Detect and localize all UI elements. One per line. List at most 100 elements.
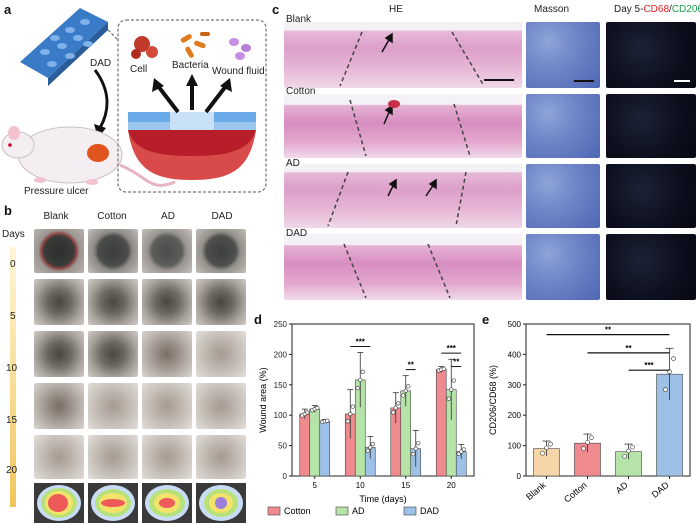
cell-label: Cell (130, 64, 148, 75)
panel-a: DAD Pressure ulcer Cell Bacteria Wound f… (0, 0, 270, 200)
legend-swatch (403, 506, 417, 516)
bacteria-icon (180, 32, 210, 58)
y-tick-label: 0 (283, 472, 288, 481)
row-label-cotton: Cotton (286, 86, 316, 97)
day-label-20: 20 (6, 465, 18, 476)
data-point (403, 388, 408, 393)
tissue-spot (388, 100, 400, 108)
bar-cotton (435, 369, 447, 477)
data-point (441, 366, 446, 371)
x-tick-label: DAD (650, 480, 671, 500)
y-axis-label: Wound area (%) (258, 367, 268, 432)
fluorescence-image-ad (606, 164, 696, 228)
mouse-icon (1, 126, 176, 187)
day-label-10: 10 (6, 363, 18, 374)
x-tick-label: AD (614, 480, 630, 496)
data-point (305, 410, 310, 415)
data-point (358, 377, 363, 383)
row-label-ad: AD (286, 158, 300, 169)
bar-dad (319, 420, 331, 477)
data-point (325, 418, 330, 423)
plot-frame (525, 323, 691, 477)
photo-dad-d20 (196, 435, 246, 479)
scale-bar-masson (574, 80, 594, 82)
dad-label: DAD (90, 58, 112, 69)
legend-label: Cotton (284, 506, 311, 516)
x-tick-label: 10 (356, 481, 365, 490)
data-point (449, 387, 454, 392)
photo-dad-d5 (196, 279, 246, 325)
col-slash: / (669, 4, 672, 15)
arrow-down-icon (93, 69, 109, 129)
x-tick-label: Blank (524, 480, 548, 502)
photo-cotton-d5 (88, 279, 138, 325)
col-header-cotton: Cotton (97, 211, 127, 222)
data-point (585, 439, 590, 445)
photo-blank-d20 (34, 435, 84, 479)
panel-label-b: b (4, 203, 12, 218)
bacteria-label: Bacteria (172, 60, 209, 71)
significance-label: ** (408, 361, 415, 370)
panel-label-a: a (4, 2, 12, 17)
bar-cotton (574, 442, 601, 477)
x-tick-label: 20 (447, 481, 456, 490)
data-point (406, 384, 411, 389)
photo-blank-d5 (34, 279, 84, 325)
photo-dad-d15 (196, 383, 246, 429)
wound-fluid-label: Wound fluid (212, 66, 265, 77)
col-day5-prefix: Day 5- (614, 4, 644, 15)
data-point (544, 445, 549, 451)
photo-ad-d10 (142, 331, 192, 377)
data-point (348, 411, 353, 417)
y-tick-label: 100 (508, 442, 522, 451)
data-point (355, 386, 360, 391)
legend-label: AD (352, 506, 365, 516)
col-header-dad: DAD (211, 211, 233, 222)
photo-dad-d0 (196, 229, 246, 273)
y-tick-label: 200 (508, 411, 522, 420)
data-point (391, 410, 396, 415)
day-label-5: 5 (10, 311, 16, 322)
masson-image-blank (526, 22, 600, 88)
col-header-masson: Masson (534, 4, 570, 15)
masson-image-dad (526, 234, 600, 300)
panel-label-d: d (254, 312, 262, 327)
legend-label: DAD (420, 506, 440, 516)
x-axis-label: Time (days) (359, 494, 406, 504)
legend-swatch (267, 506, 281, 516)
col-cd68: CD68 (643, 4, 670, 15)
fluorescence-image-dad (606, 234, 696, 300)
scale-bar-fluorescence (674, 80, 690, 82)
panel-c: HE Masson Day 5-CD68/CD206 Blank Cotton … (284, 0, 700, 305)
he-image-ad (284, 164, 522, 228)
panel-a-illustration (1, 8, 267, 193)
data-point (589, 435, 594, 440)
data-point (446, 396, 451, 401)
row-label-blank: Blank (286, 14, 312, 25)
y-tick-label: 0 (517, 472, 522, 481)
photo-blank-d10 (34, 331, 84, 377)
panel-label-c: c (272, 2, 280, 17)
arrows-up-icon (156, 84, 228, 114)
col-header-ad: AD (161, 211, 175, 222)
significance-label: *** (644, 361, 654, 370)
data-point (396, 401, 401, 406)
data-point (626, 448, 631, 454)
row-label-dad: DAD (286, 228, 308, 239)
data-point (663, 387, 668, 392)
photo-cotton-d20 (88, 435, 138, 479)
data-point (671, 356, 676, 361)
photo-cotton-d10 (88, 331, 138, 377)
fluorescence-image-blank (606, 22, 696, 88)
bar-cotton (299, 413, 311, 477)
y-axis-label: CD206/CD68 (%) (488, 365, 498, 435)
x-tick-label: Cotton (562, 480, 589, 505)
dad-patch-icon (20, 8, 108, 86)
he-image-cotton (284, 94, 522, 158)
data-point (350, 404, 355, 409)
y-tick-label: 200 (274, 350, 288, 359)
col-header-blank: Blank (43, 211, 69, 222)
data-point (345, 419, 350, 424)
photo-ad-d5 (142, 279, 192, 325)
data-point (315, 405, 320, 411)
